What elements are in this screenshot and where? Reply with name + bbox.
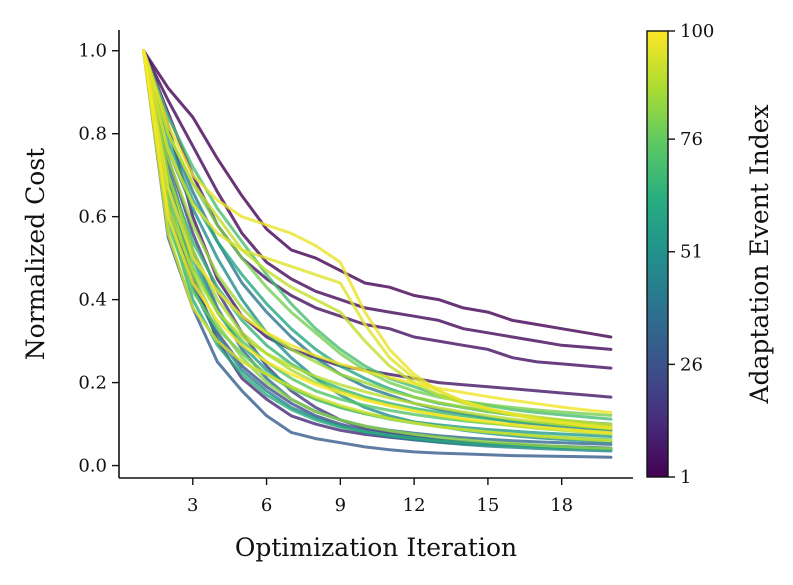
series-line-8 — [142, 49, 613, 459]
series-line-12 — [142, 49, 613, 444]
colorbar — [646, 30, 669, 478]
x-tick-label: 9 — [335, 495, 346, 516]
x-tick-label: 12 — [403, 495, 426, 516]
colorbar-title: Adaptation Event Index — [745, 104, 774, 404]
series-line-14 — [142, 49, 613, 426]
x-tick-label: 6 — [261, 495, 272, 516]
y-tick-label: 0.0 — [78, 456, 107, 477]
series-line-29 — [142, 49, 613, 414]
series-line-19 — [142, 49, 613, 442]
y-tick-label: 1.0 — [78, 41, 107, 62]
series-line-22 — [142, 49, 613, 429]
series-line-24 — [142, 49, 613, 431]
colorbar-ticks: 1 26 51 76 100 — [668, 21, 714, 488]
y-tick-label: 0.4 — [78, 290, 107, 311]
colorbar-tick-label: 26 — [680, 354, 703, 375]
x-tick-label: 18 — [550, 495, 573, 516]
series-line-2 — [142, 49, 613, 351]
series-line-17 — [142, 49, 613, 421]
x-axis-title: Optimization Iteration — [235, 533, 517, 562]
series-line-30 — [142, 49, 613, 435]
series-line-28 — [142, 49, 613, 430]
series-line-1 — [142, 49, 613, 339]
x-tick-label: 15 — [476, 495, 499, 516]
x-ticks: 3 6 9 12 15 18 — [187, 478, 573, 516]
series-line-15 — [142, 49, 613, 451]
series-line-20 — [142, 49, 613, 417]
y-tick-label: 0.6 — [78, 207, 107, 228]
colorbar-tick-label: 1 — [680, 467, 691, 488]
y-axis-title: Normalized Cost — [21, 148, 50, 360]
colorbar-tick-label: 100 — [680, 21, 714, 42]
series-line-4 — [142, 49, 613, 399]
series-line-13 — [142, 49, 613, 438]
series-line-26 — [142, 49, 613, 443]
series-layer — [142, 49, 613, 459]
x-tick-label: 3 — [187, 495, 198, 516]
series-line-21 — [142, 49, 613, 450]
colorbar-tick-label: 76 — [680, 129, 703, 150]
colorbar-tick-label: 51 — [680, 242, 703, 263]
y-tick-label: 0.2 — [78, 373, 107, 394]
y-tick-label: 0.8 — [78, 124, 107, 145]
y-ticks: 0.0 0.2 0.4 0.6 0.8 1.0 — [78, 41, 119, 477]
